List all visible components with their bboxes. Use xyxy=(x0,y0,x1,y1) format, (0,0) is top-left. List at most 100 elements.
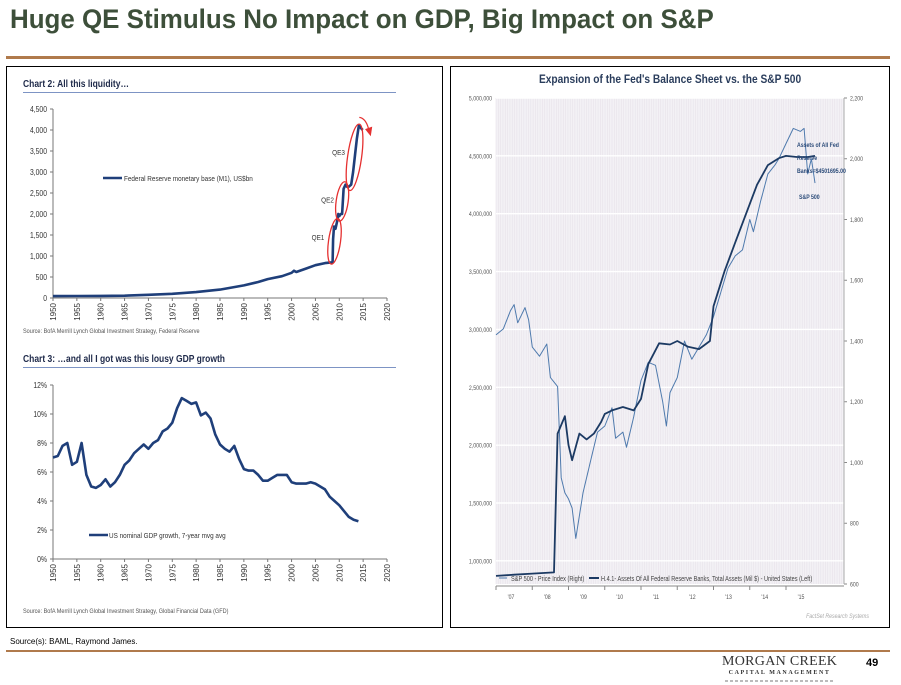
y-tick-label: 3,500 xyxy=(30,146,47,156)
chart3-source: Source: BofA Merrill Lynch Global Invest… xyxy=(23,608,229,615)
right-axis-tick-label: 1,200 xyxy=(850,400,864,407)
fed-assets-end-label: Banks=$4501695.00 xyxy=(797,169,847,176)
right-axis-tick-label: 1,000 xyxy=(850,461,864,468)
y-tick-label: 4,000 xyxy=(30,125,47,135)
left-axis-tick-label: 4,500,000 xyxy=(469,154,493,161)
x-tick-label: 1980 xyxy=(192,302,201,320)
x-tick-label: 1985 xyxy=(216,302,225,320)
x-tick-label: '15 xyxy=(798,595,805,602)
right-chart-panel: Expansion of the Fed's Balance Sheet vs.… xyxy=(450,66,890,628)
left-axis-tick-label: 4,000,000 xyxy=(469,212,493,219)
y-tick-label: 1,500 xyxy=(30,230,47,240)
slide-title: Huge QE Stimulus No Impact on GDP, Big I… xyxy=(10,4,714,34)
chart2-heading: Chart 2: All this liquidity… xyxy=(23,79,129,90)
left-axis-tick-label: 5,000,000 xyxy=(469,96,493,103)
x-tick-label: 2010 xyxy=(335,563,344,581)
fed-assets-end-label: Reserve xyxy=(797,156,818,163)
x-tick-label: 1975 xyxy=(168,563,177,581)
y-tick-label: 2,500 xyxy=(30,188,47,198)
x-tick-label: 2000 xyxy=(288,563,297,581)
x-tick-label: '07 xyxy=(508,595,515,602)
factset-watermark: FactSet Research Systems xyxy=(806,614,869,621)
y-tick-label: 1,000 xyxy=(30,251,47,261)
y-tick-label: 500 xyxy=(36,272,47,282)
footer-divider xyxy=(6,650,890,652)
chart3-gdp-growth: 0% 2% 4% 6% 8% 10% 12% 1950 1955 1960 1965 1970 1975… xyxy=(33,380,392,581)
legend-label-fed-assets: H.4.1- Assets Of All Federal Reserve Ban… xyxy=(601,575,812,583)
x-tick-label: 1970 xyxy=(144,563,153,581)
legend-label: Federal Reserve monetary base (M1), US$b… xyxy=(124,176,253,184)
x-tick-label: 1980 xyxy=(192,563,201,581)
logo-tagline-decoration xyxy=(724,680,835,682)
legend-label-sp500: S&P 500 - Price Index (Right) xyxy=(511,575,584,583)
x-tick-label: '13 xyxy=(725,595,732,602)
y-tick-label: 0% xyxy=(37,554,47,564)
trend-arrowhead-icon xyxy=(365,126,373,137)
right-axis-tick-label: 1,400 xyxy=(850,339,864,346)
x-tick-label: 1965 xyxy=(121,302,130,320)
logo-name: MORGAN CREEK xyxy=(722,654,838,669)
fed-assets-series-line xyxy=(495,155,816,577)
legend-label: US nominal GDP growth, 7-year mvg avg xyxy=(109,533,226,541)
chart3-heading: Chart 3: …and all I got was this lousy G… xyxy=(23,354,225,365)
chart2-heading-rule xyxy=(23,92,396,93)
x-tick-label: 2005 xyxy=(311,302,320,320)
qe-annotation: QE3 xyxy=(332,150,345,158)
x-tick-label: '14 xyxy=(761,595,768,602)
x-tick-label: 1990 xyxy=(240,302,249,320)
qe-highlight-circle xyxy=(334,181,350,222)
right-axis-tick-label: 800 xyxy=(850,521,859,528)
qe-highlight-circle xyxy=(327,217,342,265)
left-axis-tick-label: 2,000,000 xyxy=(469,443,493,450)
x-tick-label: 1950 xyxy=(49,302,58,320)
right-axis-tick-label: 600 xyxy=(850,582,859,589)
page-number: 49 xyxy=(866,657,879,669)
y-tick-label: 3,000 xyxy=(30,167,47,177)
qe-highlight-circle xyxy=(345,123,364,192)
chart2-monetary-base: 0 500 1,000 1,500 2,000 2,500 3,000 3,500 4,000 4… xyxy=(30,104,392,320)
x-tick-label: 1965 xyxy=(121,563,130,581)
x-tick-label: 1995 xyxy=(264,563,273,581)
x-tick-label: 2000 xyxy=(288,302,297,320)
left-axis-tick-label: 3,000,000 xyxy=(469,328,493,335)
left-axis-tick-label: 2,500,000 xyxy=(469,385,493,392)
y-tick-label: 0 xyxy=(43,293,47,303)
x-tick-label: '08 xyxy=(544,595,551,602)
right-axis-tick-label: 2,000 xyxy=(850,157,864,164)
fed-assets-end-label: Assets of All Fed xyxy=(797,143,839,150)
x-tick-label: 1960 xyxy=(97,563,106,581)
x-tick-label: 2010 xyxy=(335,302,344,320)
left-axis-tick-label: 1,000,000 xyxy=(469,559,493,566)
right-axis-tick-label: 1,600 xyxy=(850,278,864,285)
left-axis-tick-label: 3,500,000 xyxy=(469,270,493,277)
qe-annotation: QE1 xyxy=(312,235,325,243)
x-tick-label: 1955 xyxy=(73,563,82,581)
chart3-heading-rule xyxy=(23,367,396,368)
x-tick-label: 1950 xyxy=(49,563,58,581)
x-tick-label: 2015 xyxy=(359,302,368,320)
y-tick-label: 6% xyxy=(37,467,47,477)
x-tick-label: '11 xyxy=(653,595,659,602)
fed-balance-sheet-vs-sp500-chart: Expansion of the Fed's Balance Sheet vs.… xyxy=(469,73,869,621)
x-tick-label: 1975 xyxy=(168,302,177,320)
y-tick-label: 12% xyxy=(33,380,47,390)
sp500-end-label: S&P 500 xyxy=(799,195,820,202)
x-tick-label: 1970 xyxy=(144,302,153,320)
x-tick-label: '10 xyxy=(616,595,623,602)
y-tick-label: 4,500 xyxy=(30,104,47,114)
x-tick-label: 1990 xyxy=(240,563,249,581)
left-axis-tick-label: 1,500,000 xyxy=(469,501,493,508)
logo-subtitle: CAPITAL MANAGEMENT xyxy=(728,670,831,676)
y-tick-label: 10% xyxy=(33,409,47,419)
y-tick-label: 4% xyxy=(37,496,47,506)
left-chart-panel: Chart 2: All this liquidity… 0 500 1,000 1,… xyxy=(6,66,443,628)
x-tick-label: 1955 xyxy=(73,302,82,320)
chart2-source: Source: BofA Merrill Lynch Global Invest… xyxy=(23,328,200,335)
x-tick-label: 1995 xyxy=(264,302,273,320)
x-tick-label: 2020 xyxy=(383,302,392,320)
title-divider xyxy=(6,56,890,59)
right-axis-tick-label: 2,200 xyxy=(850,96,864,103)
series-line xyxy=(52,396,359,523)
series-line xyxy=(52,124,364,298)
x-tick-label: 2015 xyxy=(359,563,368,581)
